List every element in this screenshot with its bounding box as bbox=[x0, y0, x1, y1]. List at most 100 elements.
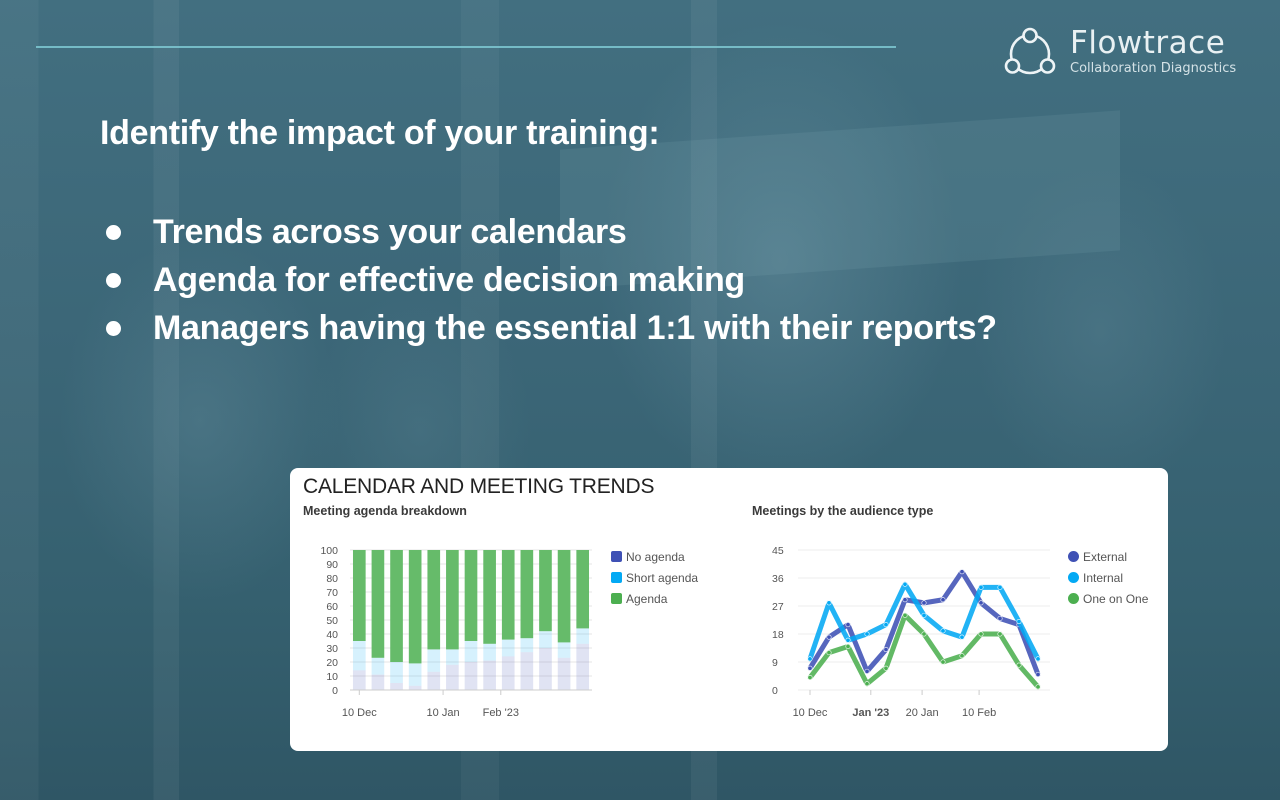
bar-segment[interactable] bbox=[557, 550, 571, 643]
legend-item-no-agenda[interactable]: No agenda bbox=[611, 546, 698, 567]
bar-segment[interactable] bbox=[408, 550, 422, 664]
data-point[interactable] bbox=[959, 634, 965, 640]
bar-segment[interactable] bbox=[464, 641, 478, 662]
bar-segment[interactable] bbox=[371, 674, 385, 690]
bar-segment[interactable] bbox=[352, 641, 366, 671]
bar-segment[interactable] bbox=[501, 656, 515, 690]
data-point[interactable] bbox=[1016, 619, 1022, 625]
bar-segment[interactable] bbox=[576, 628, 590, 644]
data-point[interactable] bbox=[807, 656, 813, 662]
data-point[interactable] bbox=[902, 597, 908, 603]
dashboard-card: CALENDAR AND MEETING TRENDS Meeting agen… bbox=[290, 468, 1168, 751]
data-point[interactable] bbox=[959, 653, 965, 659]
bar-segment[interactable] bbox=[390, 550, 403, 662]
data-point[interactable] bbox=[1035, 671, 1041, 677]
data-point[interactable] bbox=[921, 612, 927, 618]
bar-segment[interactable] bbox=[483, 660, 496, 690]
bar-segment[interactable] bbox=[483, 550, 496, 644]
data-point[interactable] bbox=[845, 643, 851, 649]
bar-segment[interactable] bbox=[557, 642, 571, 658]
bar-segment[interactable] bbox=[352, 550, 366, 641]
legend-swatch-icon bbox=[611, 572, 622, 583]
bullet-dot-icon bbox=[106, 320, 121, 336]
data-point[interactable] bbox=[845, 622, 851, 628]
data-point[interactable] bbox=[826, 650, 832, 656]
data-point[interactable] bbox=[1016, 662, 1022, 668]
bar-segment[interactable] bbox=[501, 639, 515, 657]
data-point[interactable] bbox=[845, 637, 851, 643]
audience-chart-legend: External Internal One on One bbox=[1068, 546, 1148, 609]
data-point[interactable] bbox=[940, 659, 946, 665]
data-point[interactable] bbox=[921, 631, 927, 637]
bar-segment[interactable] bbox=[390, 683, 403, 690]
bar-segment[interactable] bbox=[501, 550, 515, 640]
data-point[interactable] bbox=[978, 631, 984, 637]
data-point[interactable] bbox=[959, 569, 965, 575]
bar-segment[interactable] bbox=[446, 550, 459, 650]
legend-item-agenda[interactable]: Agenda bbox=[611, 588, 698, 609]
audience-line-chart: 0 9 18 27 36 45 10 Dec Jan '23 20 Jan 10 Feb bbox=[772, 545, 1050, 719]
bar-segment[interactable] bbox=[576, 643, 590, 690]
bar-segment[interactable] bbox=[539, 550, 552, 632]
bar-segment[interactable] bbox=[352, 670, 366, 690]
data-point[interactable] bbox=[997, 615, 1003, 621]
data-point[interactable] bbox=[864, 681, 870, 687]
data-point[interactable] bbox=[902, 612, 908, 618]
data-point[interactable] bbox=[940, 628, 946, 634]
bar-segment[interactable] bbox=[427, 649, 441, 672]
data-point[interactable] bbox=[807, 675, 813, 681]
bar-segment[interactable] bbox=[557, 657, 571, 690]
bullet-dot-icon bbox=[106, 272, 121, 288]
bar-segment[interactable] bbox=[446, 649, 459, 665]
data-point[interactable] bbox=[826, 634, 832, 640]
bar-segment[interactable] bbox=[520, 638, 534, 653]
svg-text:36: 36 bbox=[772, 573, 784, 585]
legend-swatch-icon bbox=[611, 593, 622, 604]
bar-segment[interactable] bbox=[371, 550, 385, 658]
data-point[interactable] bbox=[864, 631, 870, 637]
bar-segment[interactable] bbox=[464, 550, 478, 641]
svg-text:Feb '23: Feb '23 bbox=[483, 707, 519, 719]
legend-item-external[interactable]: External bbox=[1068, 546, 1148, 567]
data-point[interactable] bbox=[807, 665, 813, 671]
data-point[interactable] bbox=[978, 600, 984, 606]
svg-text:0: 0 bbox=[772, 685, 778, 697]
bar-segment[interactable] bbox=[427, 671, 441, 690]
bar-segment[interactable] bbox=[576, 550, 590, 629]
bullet-item: Managers having the essential 1:1 with t… bbox=[100, 304, 997, 352]
bar-segment[interactable] bbox=[539, 648, 552, 690]
slide-headline: Identify the impact of your training: bbox=[100, 114, 660, 152]
bar-segment[interactable] bbox=[427, 550, 441, 650]
bar-segment[interactable] bbox=[520, 652, 534, 690]
data-point[interactable] bbox=[940, 597, 946, 603]
data-point[interactable] bbox=[883, 622, 889, 628]
bar-segment[interactable] bbox=[520, 550, 534, 639]
data-point[interactable] bbox=[883, 665, 889, 671]
bar-segment[interactable] bbox=[371, 657, 385, 675]
data-point[interactable] bbox=[1035, 684, 1041, 690]
data-point[interactable] bbox=[883, 647, 889, 653]
data-point[interactable] bbox=[997, 631, 1003, 637]
data-point[interactable] bbox=[902, 581, 908, 587]
legend-item-internal[interactable]: Internal bbox=[1068, 567, 1148, 588]
svg-text:20 Jan: 20 Jan bbox=[906, 707, 939, 719]
legend-item-short-agenda[interactable]: Short agenda bbox=[611, 567, 698, 588]
bar-segment[interactable] bbox=[390, 662, 403, 683]
series-line[interactable] bbox=[807, 569, 1041, 677]
svg-text:10 Feb: 10 Feb bbox=[962, 707, 996, 719]
bar-segment[interactable] bbox=[408, 663, 422, 686]
bar-segment[interactable] bbox=[408, 685, 422, 690]
bar-segment[interactable] bbox=[464, 662, 478, 690]
data-point[interactable] bbox=[826, 600, 832, 606]
data-point[interactable] bbox=[864, 668, 870, 674]
data-point[interactable] bbox=[997, 584, 1003, 590]
svg-text:45: 45 bbox=[772, 545, 784, 557]
bar-segment[interactable] bbox=[446, 664, 459, 690]
bar-segment[interactable] bbox=[483, 643, 496, 661]
bar-segment[interactable] bbox=[539, 631, 552, 648]
svg-text:40: 40 bbox=[326, 629, 338, 641]
data-point[interactable] bbox=[978, 584, 984, 590]
data-point[interactable] bbox=[921, 600, 927, 606]
data-point[interactable] bbox=[1035, 656, 1041, 662]
legend-item-one-on-one[interactable]: One on One bbox=[1068, 588, 1148, 609]
